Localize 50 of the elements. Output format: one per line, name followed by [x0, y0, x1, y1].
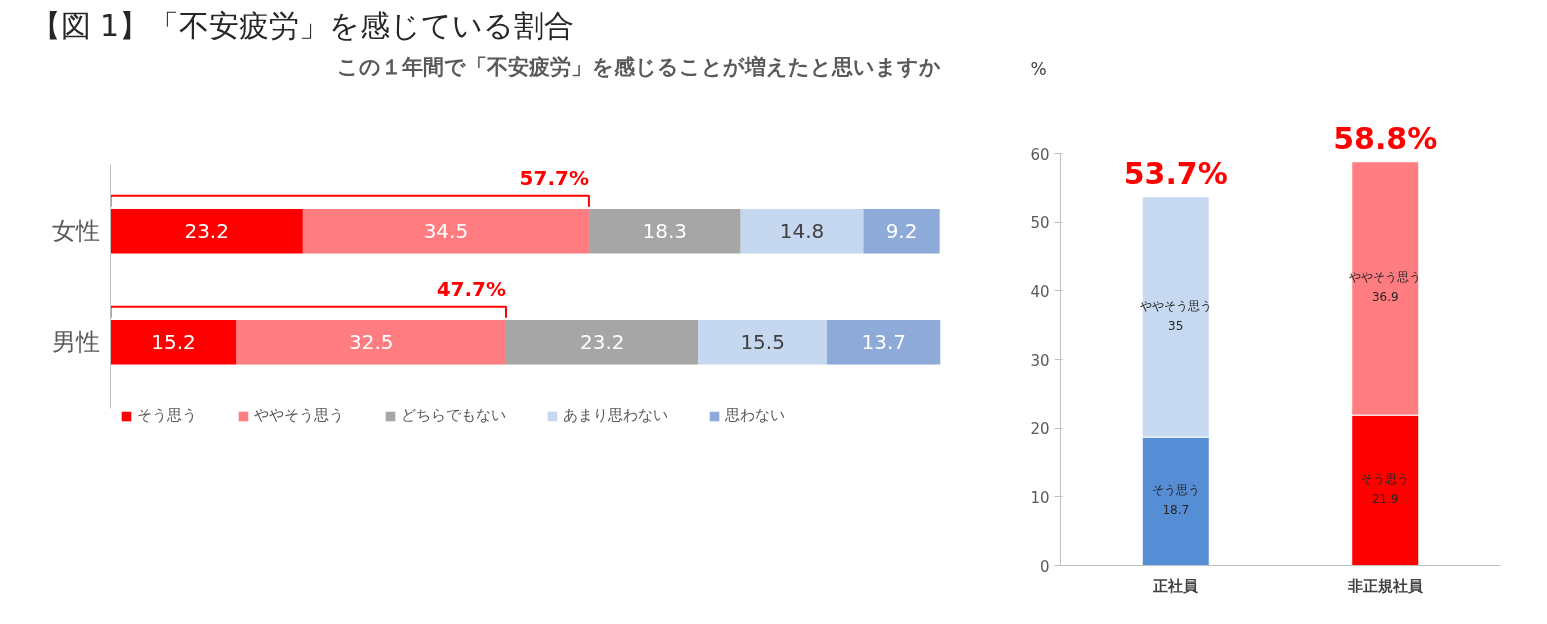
series-label: そう思う [1151, 483, 1200, 498]
chart-subtitle: この１年間で「不安疲労」を感じることが増えたと思いますか [336, 54, 941, 79]
data-label: 9.2 [885, 219, 918, 244]
x-tick-label: 正社員 [1152, 576, 1200, 595]
bar [740, 208, 864, 254]
data-label: 21.9 [1371, 492, 1399, 507]
data-label: 36.9 [1371, 290, 1399, 305]
bar [863, 208, 940, 254]
y-tick-label: 50 [1030, 214, 1050, 233]
bar [110, 208, 303, 254]
data-label: 35 [1168, 318, 1184, 333]
bar [826, 320, 941, 365]
y-tick-label: 0 [1039, 557, 1050, 576]
x-tick-label: 非正規社員 [1346, 576, 1424, 595]
legend-label: そう思う [137, 406, 197, 425]
data-label: 34.5 [423, 219, 469, 244]
bar [302, 208, 589, 254]
bar [110, 320, 237, 365]
data-label: 14.8 [779, 219, 825, 244]
bar [236, 320, 507, 365]
data-label: 13.7 [861, 330, 906, 355]
data-label: 32.5 [349, 330, 394, 355]
y-tick-label: 10 [1030, 488, 1050, 507]
y-tick-label: 女性 [51, 217, 100, 246]
legend-label: あまり思わない [563, 406, 668, 425]
y-tick-label: 20 [1030, 420, 1050, 439]
bar [588, 208, 741, 254]
legend-label: ややそう思う [254, 406, 344, 425]
y-tick-label: 60 [1030, 145, 1050, 164]
legend-label: どちらでもない [401, 406, 506, 425]
bar [506, 320, 699, 365]
data-label: 15.2 [151, 330, 196, 355]
data-label: 15.5 [740, 330, 785, 355]
y-tick-label: 30 [1030, 351, 1050, 370]
chart-title: 【図 1】「不安疲労」を感じている割合 [30, 7, 575, 43]
y-tick-label: 男性 [51, 328, 100, 357]
data-label: 23.2 [184, 219, 229, 244]
series-label: ややそう思う [1139, 298, 1212, 313]
data-label: 18.7 [1162, 503, 1190, 518]
data-label: 23.2 [579, 330, 625, 355]
text: そう思う [1361, 472, 1410, 487]
legend-label: 思わない [725, 406, 785, 425]
bar [698, 320, 827, 365]
total-label: 53.7% [1123, 155, 1228, 191]
y-tick-label: 40 [1030, 282, 1050, 301]
annotation: 57.7% [519, 165, 589, 190]
total-label: 58.8% [1333, 120, 1438, 156]
annotation: 47.7% [436, 276, 507, 301]
y-axis-title: % [1030, 58, 1047, 79]
data-label: 18.3 [642, 219, 688, 244]
